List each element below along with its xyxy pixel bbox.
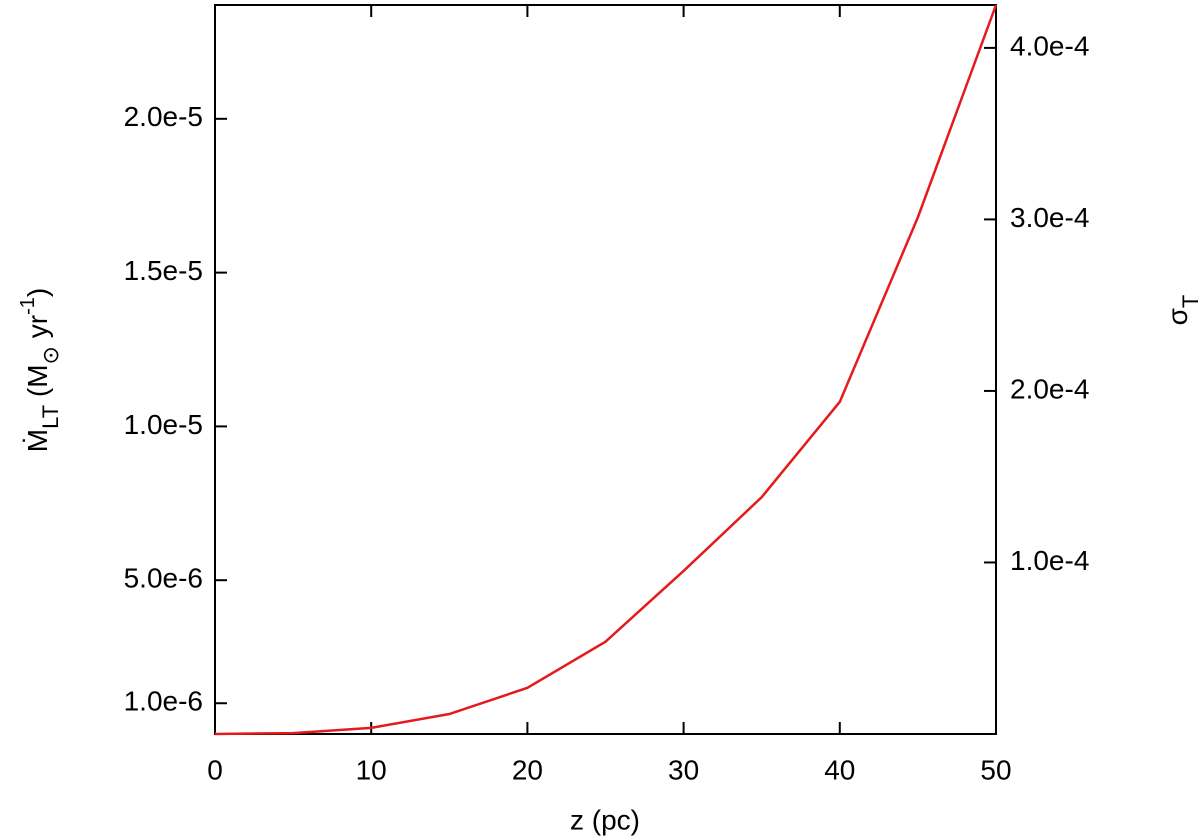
label-part: -1	[17, 297, 39, 315]
y2-tick-label: 1.0e-4	[1010, 545, 1089, 576]
x-tick-label: 40	[824, 754, 855, 785]
x-axis-label: z (pc)	[570, 804, 640, 835]
label-part: LT	[38, 405, 63, 429]
x-tick-label: 20	[512, 754, 543, 785]
x-tick-label: 50	[980, 754, 1011, 785]
plot-frame	[214, 4, 997, 735]
label-part: ⊙	[38, 346, 63, 364]
data-line	[214, 4, 998, 736]
y-tick-label: 1.0e-5	[124, 409, 203, 440]
label-part: yr	[22, 315, 53, 346]
y2-tick-label: 4.0e-4	[1010, 30, 1089, 61]
x-tick-label: 10	[356, 754, 387, 785]
x-tick-label: 0	[207, 754, 223, 785]
y-tick-label: 1.0e-6	[124, 686, 203, 717]
y-tick-label: 2.0e-5	[124, 101, 203, 132]
label-part: T	[1178, 295, 1200, 308]
label-part: σ	[1162, 308, 1193, 325]
label-part: )	[22, 288, 53, 297]
y2-tick-label: 3.0e-4	[1010, 202, 1089, 233]
label-part: Ṁ	[22, 429, 53, 452]
y-tick-label: 1.5e-5	[124, 255, 203, 286]
y2-tick-label: 2.0e-4	[1010, 373, 1089, 404]
x-tick-label: 30	[668, 754, 699, 785]
y-tick-label: 5.0e-6	[124, 563, 203, 594]
y-axis-label: ṀLT (M⊙ yr-1)	[17, 288, 63, 452]
label-part: (M	[22, 364, 53, 404]
y2-axis-label: σT	[1162, 295, 1200, 326]
